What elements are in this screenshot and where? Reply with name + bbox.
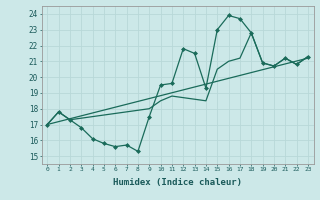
X-axis label: Humidex (Indice chaleur): Humidex (Indice chaleur) bbox=[113, 178, 242, 187]
